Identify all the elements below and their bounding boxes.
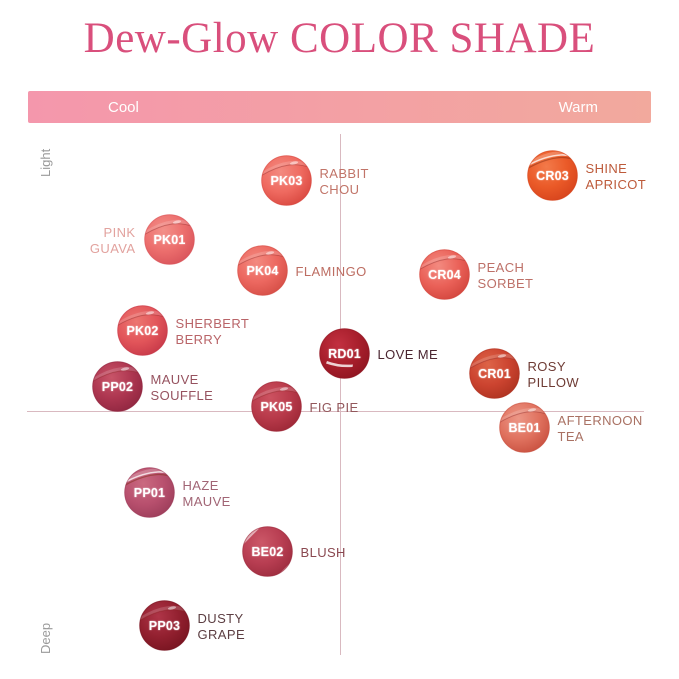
svg-text:PP01: PP01: [133, 485, 164, 499]
svg-text:PK01: PK01: [153, 232, 185, 246]
svg-text:RD01: RD01: [328, 346, 361, 360]
svg-text:CR01: CR01: [478, 366, 511, 380]
svg-text:PK05: PK05: [260, 399, 292, 413]
svg-text:BE02: BE02: [251, 544, 283, 558]
svg-text:CR04: CR04: [428, 267, 461, 281]
svg-text:PP03: PP03: [148, 618, 179, 632]
svg-text:PK04: PK04: [246, 263, 278, 277]
svg-text:BE01: BE01: [508, 420, 540, 434]
svg-text:CR03: CR03: [536, 168, 569, 182]
svg-text:PP02: PP02: [101, 379, 132, 393]
svg-text:PK03: PK03: [270, 173, 302, 187]
svg-text:PK02: PK02: [126, 323, 158, 337]
